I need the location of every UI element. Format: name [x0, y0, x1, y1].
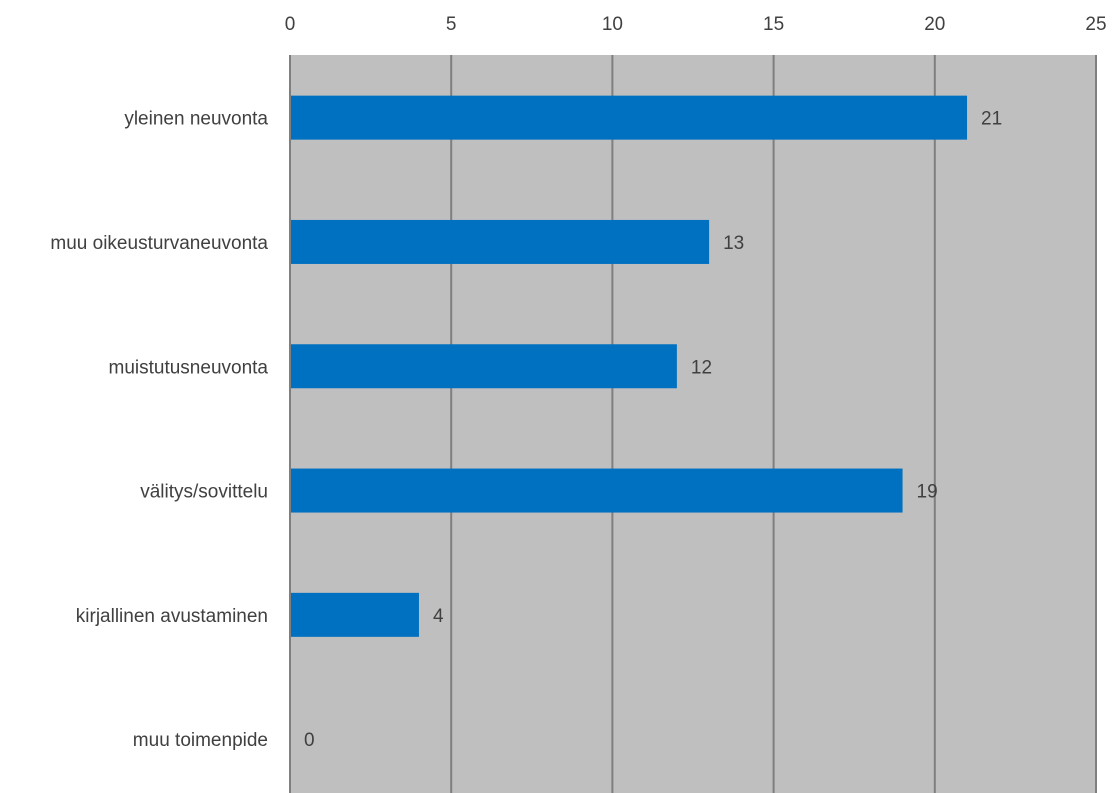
bar — [291, 592, 419, 637]
data-label: 12 — [691, 357, 712, 378]
data-label: 0 — [304, 730, 315, 751]
category-label: muu toimenpide — [133, 730, 268, 751]
data-label: 21 — [981, 109, 1002, 130]
x-tick-label: 15 — [763, 14, 784, 35]
category-label: kirjallinen avustaminen — [76, 606, 268, 627]
bar — [291, 219, 710, 264]
x-tick-label: 20 — [924, 14, 945, 35]
data-label: 4 — [433, 606, 444, 627]
x-tick-label: 0 — [285, 14, 296, 35]
category-label: yleinen neuvonta — [124, 109, 268, 130]
category-label: välitys/sovittelu — [140, 482, 268, 503]
category-labels: yleinen neuvonta muu oikeusturvaneuvonta m… — [50, 109, 268, 752]
x-tick-label: 10 — [602, 14, 623, 35]
data-label: 13 — [723, 233, 744, 254]
plot-area — [290, 55, 1096, 793]
bar — [291, 344, 677, 389]
bar — [291, 95, 968, 140]
data-label: 19 — [917, 482, 938, 503]
bar — [291, 468, 903, 513]
category-label: muistutusneuvonta — [109, 357, 269, 378]
x-tick-label: 25 — [1085, 14, 1106, 35]
x-axis-tick-labels: 0 5 10 15 20 25 — [285, 14, 1107, 35]
bars — [291, 95, 968, 637]
gridlines — [289, 55, 1097, 793]
category-label: muu oikeusturvaneuvonta — [50, 233, 268, 254]
data-labels: 21 13 12 19 4 0 — [304, 109, 1002, 752]
x-tick-label: 5 — [446, 14, 457, 35]
